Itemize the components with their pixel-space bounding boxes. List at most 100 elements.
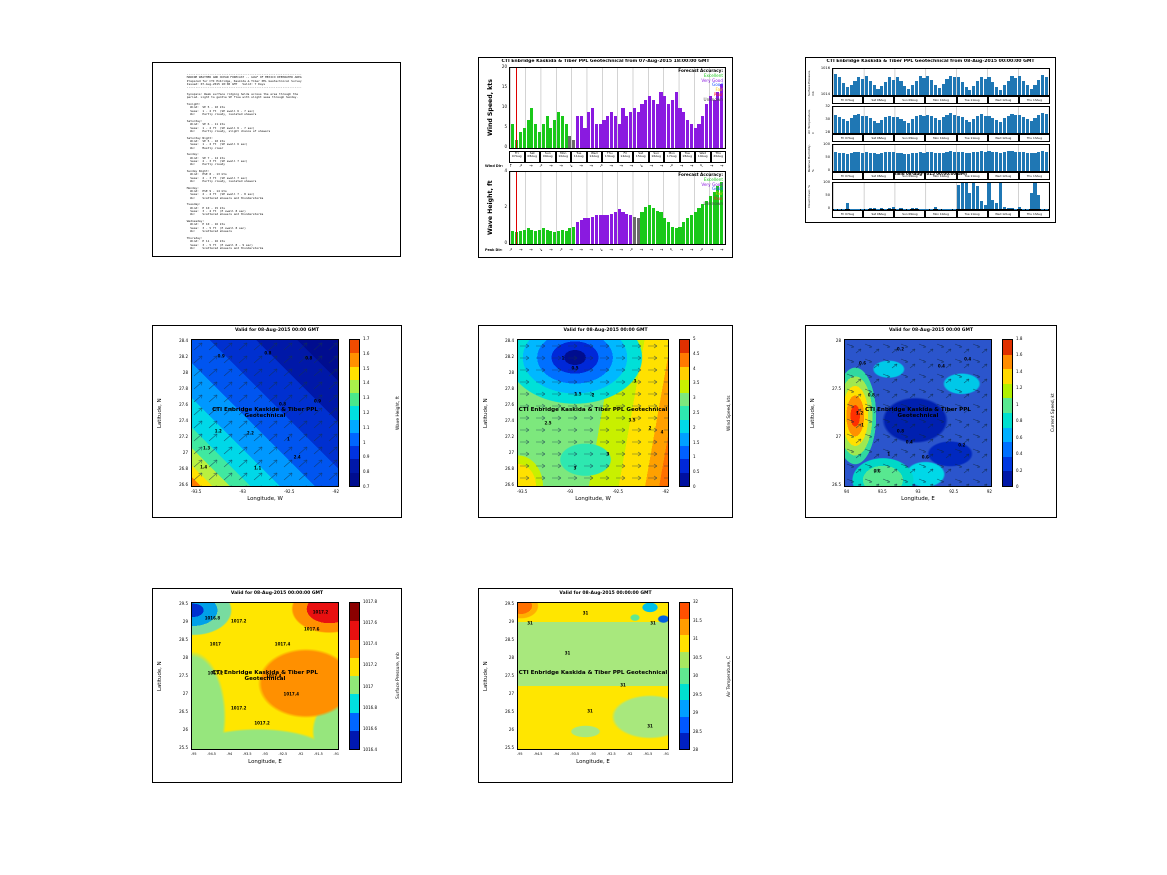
tick-label: -92 bbox=[332, 489, 339, 494]
bar bbox=[518, 231, 523, 244]
colorbar-segment bbox=[680, 651, 689, 668]
tick-label: 26 bbox=[508, 727, 514, 732]
axis-cell: Wed 12Aug bbox=[987, 210, 1019, 218]
tick-label: 28.5 bbox=[505, 637, 514, 642]
bar bbox=[549, 128, 553, 148]
contour-label: 3 bbox=[573, 465, 577, 471]
bar bbox=[659, 212, 663, 244]
bar bbox=[1002, 118, 1006, 133]
bar bbox=[1033, 84, 1037, 95]
bar bbox=[629, 215, 633, 244]
legend-entry: Very Good bbox=[701, 77, 723, 83]
meteogram-panel: CTI Enbridge Kaskida & Tiber PPL Geotech… bbox=[805, 57, 1056, 223]
bar bbox=[670, 100, 674, 148]
bar bbox=[899, 207, 903, 209]
bar bbox=[991, 117, 995, 133]
bar bbox=[899, 118, 903, 133]
bar bbox=[640, 212, 644, 244]
bar bbox=[880, 119, 884, 133]
bar bbox=[895, 208, 899, 209]
bar bbox=[1029, 88, 1033, 95]
map-xaxis-label: Longitude, E bbox=[576, 759, 610, 765]
map-plot: CTI Enbridge Kaskida & Tiber PPL Geotech… bbox=[517, 339, 669, 487]
contour-label: 0.4 bbox=[905, 439, 913, 445]
contour-label: 0.2 bbox=[958, 442, 966, 448]
tick-label: -94 bbox=[226, 752, 233, 756]
bar bbox=[887, 77, 892, 95]
tick-label: 1017.6 bbox=[363, 620, 377, 626]
bar bbox=[964, 183, 968, 209]
legend-entry: Good bbox=[711, 186, 723, 192]
axis-cell: Tue 11Aug bbox=[956, 210, 988, 218]
bar bbox=[1018, 151, 1022, 171]
bar bbox=[1044, 152, 1049, 171]
colorbar bbox=[679, 339, 690, 487]
tick-label: 30 bbox=[693, 673, 699, 678]
axis-cell: Wed 12Aug bbox=[987, 96, 1019, 104]
tick-label: 27.6 bbox=[505, 402, 514, 407]
bar bbox=[975, 81, 980, 95]
tick-label: 1.8 bbox=[1016, 336, 1023, 341]
bar bbox=[708, 196, 712, 244]
map-overlay-text: CTI Enbridge Kaskida & Tiber PPL Geotech… bbox=[518, 670, 668, 677]
bar bbox=[518, 132, 523, 148]
bar bbox=[991, 199, 995, 209]
axis-cell: Sat 15Aug bbox=[633, 151, 649, 163]
bar bbox=[1025, 118, 1029, 133]
humidity-chart bbox=[832, 144, 1050, 172]
map-overlay-text: CTI Enbridge Kaskida & Tiber PPL Geotech… bbox=[212, 670, 318, 683]
colorbar-segment bbox=[1003, 412, 1012, 428]
bar bbox=[861, 79, 865, 95]
bar bbox=[933, 207, 938, 209]
bar bbox=[853, 152, 857, 171]
bar bbox=[914, 152, 918, 171]
axis-cell: Tue 11Aug bbox=[571, 151, 587, 163]
bar bbox=[953, 152, 957, 171]
temperature-bars bbox=[833, 107, 1049, 133]
tick-label: 0 bbox=[504, 144, 507, 149]
bar bbox=[953, 77, 957, 95]
tick-label: 27 bbox=[182, 691, 188, 696]
contour-label: 2 bbox=[648, 425, 652, 431]
bar bbox=[534, 231, 538, 244]
bar bbox=[910, 153, 915, 171]
bar bbox=[926, 114, 930, 133]
bar bbox=[575, 116, 579, 148]
tick-label: 27.6 bbox=[179, 402, 188, 407]
map-yaxis-label: Latitude, N bbox=[157, 398, 163, 428]
surface-pressure-map-panel: Valid for 08-Aug-2015 00:00:00 GMT Latit… bbox=[152, 588, 402, 783]
bar bbox=[853, 80, 857, 95]
tick-label: 29.5 bbox=[505, 601, 514, 606]
bar bbox=[568, 228, 572, 244]
tick-label: 1.3 bbox=[363, 395, 370, 401]
tick-label: 1.4 bbox=[363, 380, 370, 386]
contour-label: 1 bbox=[561, 355, 565, 361]
colorbar-segment bbox=[350, 730, 359, 749]
tick-label: 100 bbox=[823, 142, 830, 146]
colorbar-segment bbox=[350, 694, 359, 713]
bar bbox=[956, 151, 960, 171]
tick-label: 0 bbox=[693, 483, 696, 489]
bar bbox=[922, 115, 926, 133]
tick-label: 31 bbox=[693, 636, 699, 641]
bar bbox=[689, 215, 693, 244]
bar bbox=[1018, 115, 1022, 133]
bar bbox=[617, 209, 621, 244]
bar bbox=[1033, 117, 1037, 133]
bar bbox=[914, 81, 918, 95]
bar bbox=[910, 207, 915, 209]
cloud-yticks: 100 50 0 bbox=[815, 180, 830, 210]
tick-label: 28 bbox=[835, 338, 841, 343]
map-xticks: -95 -94.5 -94 -93.5 -93 -92.5 -92 -91.5 -91 bbox=[517, 752, 669, 756]
bar bbox=[914, 208, 918, 209]
bar bbox=[872, 153, 876, 171]
bar bbox=[834, 152, 838, 171]
colorbar-segment bbox=[350, 446, 359, 460]
bar bbox=[716, 92, 720, 148]
bar bbox=[602, 120, 606, 148]
bar bbox=[949, 151, 953, 171]
legend-entry: Unknown bbox=[703, 96, 723, 102]
bar bbox=[995, 87, 999, 95]
colorbar-segment bbox=[350, 353, 359, 367]
bar bbox=[526, 120, 530, 148]
